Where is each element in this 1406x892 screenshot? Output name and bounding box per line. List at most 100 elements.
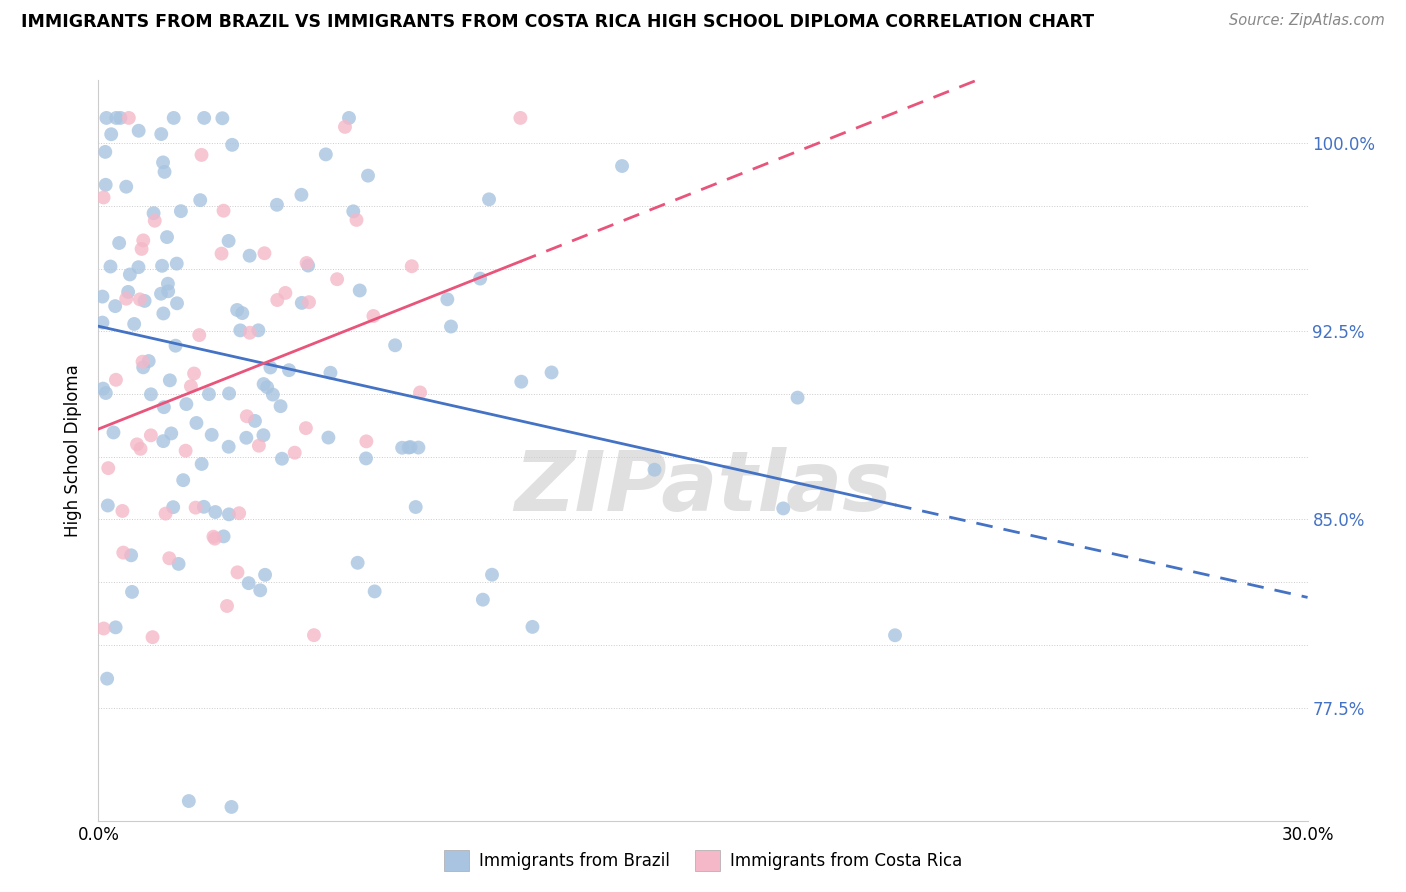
Point [131,242,153,256]
Point [128,124,150,138]
Point [104,373,127,387]
Point [346,213,368,227]
Point [167,557,190,571]
Point [363,584,385,599]
Point [94,145,117,159]
Point [211,112,233,126]
Point [409,385,432,400]
Point [176,397,198,411]
Point [112,546,135,560]
Point [152,306,174,320]
Point [150,259,173,273]
Point [111,504,134,518]
Point [772,501,794,516]
Point [315,147,337,161]
Point [229,323,252,337]
Point [349,284,371,298]
Point [159,373,181,387]
Point [884,628,907,642]
Point [108,235,131,250]
Point [786,391,808,405]
Point [157,551,180,566]
Point [118,268,141,282]
Text: Source: ZipAtlas.com: Source: ZipAtlas.com [1229,13,1385,29]
Point [94,178,117,192]
Point [183,367,205,381]
Point [478,192,501,206]
Point [235,431,257,445]
Point [155,507,177,521]
Point [172,473,194,487]
Point [204,532,226,546]
Point [291,296,314,310]
Point [143,213,166,227]
Point [644,463,666,477]
Point [131,354,153,368]
Point [231,306,253,320]
Point [193,500,215,514]
Point [132,233,155,247]
Point [129,293,152,307]
Point [105,111,128,125]
Point [337,111,360,125]
Point [204,505,226,519]
Point [405,500,427,514]
Point [141,630,163,644]
Point [266,293,288,307]
Point [93,622,115,636]
Point [190,457,212,471]
Point [156,277,179,291]
Point [356,434,378,449]
Point [93,190,115,204]
Point [127,260,149,275]
Point [270,399,292,413]
Point [540,366,562,380]
Legend: Immigrants from Brazil, Immigrants from Costa Rica: Immigrants from Brazil, Immigrants from … [436,842,970,879]
Point [180,379,202,393]
Point [120,549,142,563]
Point [218,440,240,454]
Point [278,363,301,377]
Point [212,529,235,543]
Point [342,204,364,219]
Point [297,259,319,273]
Point [218,386,240,401]
Point [150,286,173,301]
Y-axis label: High School Diploma: High School Diploma [65,364,83,537]
Point [156,230,179,244]
Point [215,599,238,613]
Point [610,159,633,173]
Point [91,290,114,304]
Point [121,585,143,599]
Point [201,427,224,442]
Point [110,111,132,125]
Point [104,620,127,634]
Point [166,257,188,271]
Point [259,360,281,375]
Point [103,425,125,440]
Point [104,299,127,313]
Point [239,249,262,263]
Point [302,628,325,642]
Point [134,293,156,308]
Point [170,204,193,219]
Point [363,309,385,323]
Point [122,317,145,331]
Point [91,316,114,330]
Point [117,285,139,299]
Point [132,360,155,375]
Point [510,375,533,389]
Point [212,203,235,218]
Point [319,366,342,380]
Point [253,377,276,392]
Point [266,198,288,212]
Point [125,437,148,451]
Point [139,387,162,401]
Point [354,451,377,466]
Point [238,576,260,591]
Point [184,500,207,515]
Point [247,439,270,453]
Point [153,400,176,414]
Point [239,326,262,340]
Point [253,246,276,260]
